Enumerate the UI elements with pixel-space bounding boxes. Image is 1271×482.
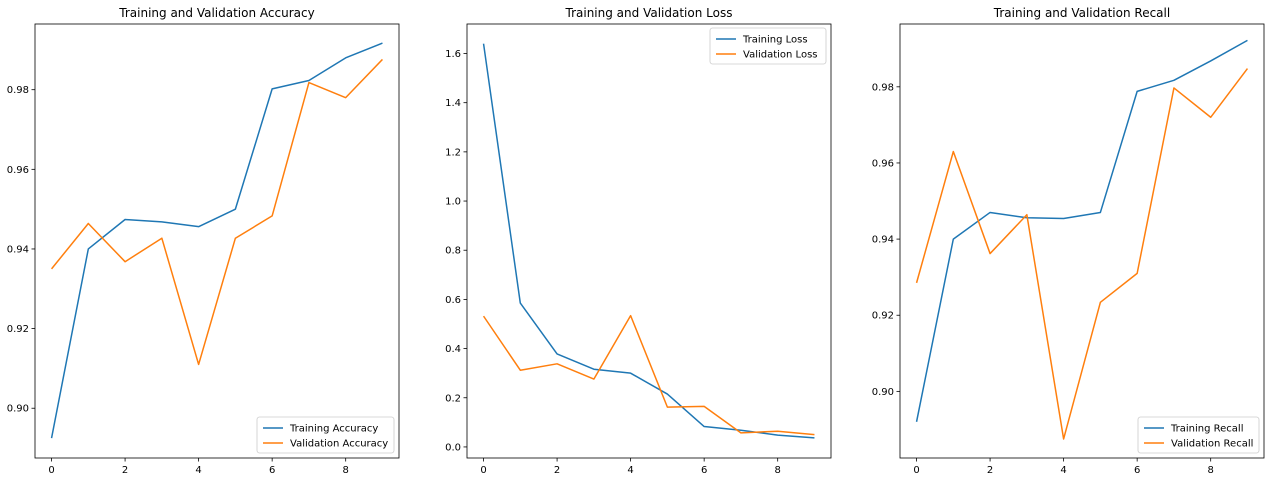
x-tick-label: 8 [774,465,780,476]
y-tick-label: 0.96 [872,158,894,169]
x-tick-label: 0 [480,465,486,476]
x-tick-label: 8 [342,465,348,476]
chart-panel-1: Training and Validation Accuracy 0 2 4 6 8 0.9… [7,6,400,476]
legend-label: Training Loss [742,35,808,46]
legend: Training Loss Validation Loss [709,27,827,65]
legend-label: Training Recall [1170,424,1243,435]
y-tick-label: 0.96 [7,165,29,176]
legend-label: Validation Recall [1171,439,1253,450]
y-tick-label: 0.2 [445,393,461,404]
x-tick-label: 0 [48,465,54,476]
y-tick-label: 0.90 [872,387,894,398]
y-tick-label: 0.92 [872,311,894,322]
y-tick-label: 0.94 [872,235,894,246]
chart-title: Training and Validation Loss [565,6,733,20]
axes-frame [466,23,832,459]
y-tick-label: 1.6 [445,49,461,60]
series-line-validation-accuracy [50,58,383,366]
x-tick-label: 6 [701,465,707,476]
legend: Training Recall Validation Recall [1137,416,1260,454]
x-tick-label: 4 [195,465,201,476]
y-tick-label: 0.4 [445,344,461,355]
chart-title: Training and Validation Recall [993,6,1170,20]
legend-label: Training Accuracy [289,424,378,435]
y-tick-label: 1.0 [445,197,461,208]
x-tick-label: 6 [269,465,275,476]
series-line-training-accuracy [50,42,383,439]
series-line-validation-recall [915,68,1249,440]
y-tick-label: 0.94 [7,244,29,255]
x-tick-label: 2 [987,465,993,476]
legend-label: Validation Loss [743,50,818,61]
legend-box [1137,416,1260,454]
y-tick-label: 0.98 [872,82,894,93]
y-tick-label: 0.90 [7,404,29,415]
y-tick-label: 0.92 [7,324,29,335]
chart-panel-3: Training and Validation Recall 0 2 4 6 8 0.90 0… [872,6,1265,476]
x-tick-label: 2 [554,465,560,476]
chart-panel-2: Training and Validation Loss 0 2 4 6 8 0.0 0.2 0… [445,6,832,476]
x-tick-label: 6 [1134,465,1140,476]
y-tick-label: 0.6 [445,295,461,306]
legend-box [709,27,827,65]
series-line-training-recall [915,39,1248,422]
y-tick-label: 0.8 [445,246,461,257]
y-tick-label: 0.0 [445,442,461,453]
x-tick-label: 0 [913,465,919,476]
legend-box [256,416,395,454]
y-tick-label: 1.4 [445,98,461,109]
axes-frame [34,23,400,459]
x-tick-label: 4 [1060,465,1066,476]
y-tick-label: 1.2 [445,147,461,158]
chart-title: Training and Validation Accuracy [118,6,314,20]
series-line-training-loss [482,43,815,439]
series-line-validation-loss [482,314,815,436]
legend-label: Validation Accuracy [290,439,388,450]
x-tick-label: 2 [122,465,128,476]
x-tick-label: 4 [627,465,633,476]
x-tick-label: 8 [1207,465,1213,476]
axes-frame [899,23,1265,459]
legend: Training Accuracy Validation Accuracy [256,416,395,454]
y-tick-label: 0.98 [7,85,29,96]
